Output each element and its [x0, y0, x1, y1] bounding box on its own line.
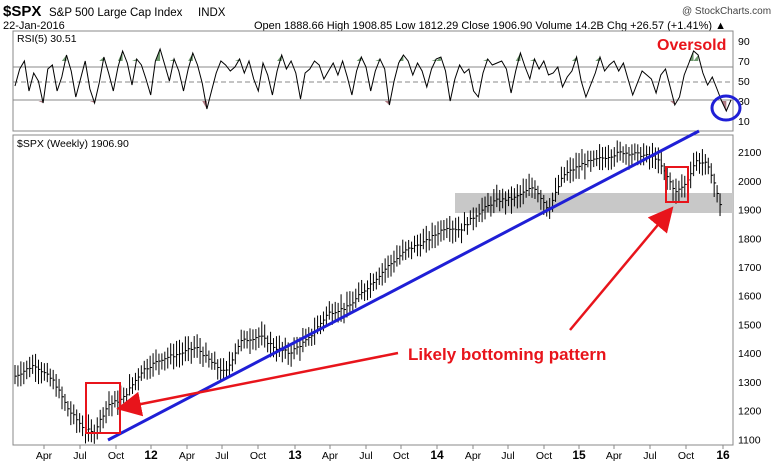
x-tick-label: Oct — [536, 450, 552, 462]
price-y-tick: 1400 — [738, 348, 762, 360]
copyright: @ StockCharts.com — [682, 6, 771, 17]
rsi-y-tick: 50 — [738, 76, 750, 88]
x-tick-label: Oct — [393, 450, 409, 462]
x-tick-label: Jul — [359, 450, 372, 462]
x-tick-label: Apr — [465, 450, 482, 462]
rsi-y-tick: 30 — [738, 96, 750, 108]
price-y-tick: 1300 — [738, 377, 762, 389]
x-tick-label: 13 — [288, 448, 302, 462]
rsi-panel: RSI(5) 30.51 90 70 50 30 10 Oversold — [12, 30, 750, 132]
rsi-overbought-fill — [169, 59, 175, 61]
x-tick-label: Jul — [501, 450, 514, 462]
arrow-to-2011 — [116, 351, 399, 417]
x-tick-label: Apr — [179, 450, 196, 462]
x-tick-label: Jul — [643, 450, 656, 462]
rsi-oversold-fill — [38, 101, 44, 103]
rsi-y-tick: 10 — [738, 116, 750, 128]
price-y-tick: 1800 — [738, 233, 762, 245]
rsi-overbought-fill — [99, 57, 104, 61]
x-tick-label: Jul — [73, 450, 86, 462]
rsi-overbought-fill — [529, 59, 535, 61]
arrow-to-2015 — [569, 206, 674, 331]
x-tick-label: Apr — [606, 450, 623, 462]
rsi-overbought-fill — [482, 59, 488, 61]
x-tick-label: Oct — [108, 450, 124, 462]
x-tick-label: Apr — [322, 450, 339, 462]
price-y-tick: 2100 — [738, 147, 762, 159]
symbol: $SPX — [3, 3, 41, 20]
rsi-y-tick: 90 — [738, 36, 750, 48]
rsi-overbought-fill — [375, 59, 381, 61]
chart-date: 22-Jan-2016 — [3, 20, 65, 32]
x-tick-label: 15 — [572, 448, 586, 462]
price-y-tick: 1600 — [738, 291, 762, 303]
x-tick-label: Oct — [250, 450, 266, 462]
bottoming-label: Likely bottoming pattern — [408, 345, 606, 364]
price-panel: $SPX (Weekly) 1906.90 2100 2000 1900 1800 17… — [12, 129, 762, 462]
price-y-tick: 1100 — [738, 434, 761, 446]
rsi-series-line — [14, 47, 732, 113]
price-y-tick: 1700 — [738, 262, 762, 274]
price-y-tick: 1900 — [738, 205, 762, 217]
x-tick-label: 12 — [144, 448, 158, 462]
rsi-overbought-fill — [693, 55, 699, 61]
x-tick-label: 16 — [716, 448, 730, 462]
trend-line — [107, 129, 700, 442]
price-legend: $SPX (Weekly) 1906.90 — [17, 138, 129, 150]
bottom-box-2015 — [665, 166, 689, 203]
index-name: S&P 500 Large Cap Index — [49, 7, 183, 19]
oversold-label: Oversold — [657, 37, 726, 54]
price-y-tick: 1500 — [738, 319, 762, 331]
x-tick-label: Apr — [36, 450, 53, 462]
oversold-circle — [710, 94, 742, 122]
rsi-overbought-fill — [117, 51, 123, 61]
x-tick-label: Oct — [678, 450, 694, 462]
price-y-tick: 2000 — [738, 176, 762, 188]
quote-line: Open 1888.66 High 1908.85 Low 1812.29 Cl… — [254, 20, 726, 32]
rsi-oversold-fill — [89, 101, 95, 103]
exchange: INDX — [198, 7, 226, 19]
x-tick-label: Jul — [215, 450, 228, 462]
rsi-overbought-fill — [188, 53, 193, 61]
price-y-tick: 1200 — [738, 406, 762, 418]
rsi-overbought-fill — [131, 59, 137, 61]
rsi-oversold-fill — [384, 101, 390, 105]
rsi-legend: RSI(5) 30.51 — [17, 33, 77, 45]
x-tick-label: 14 — [430, 448, 444, 462]
rsi-y-tick: 70 — [738, 56, 750, 68]
